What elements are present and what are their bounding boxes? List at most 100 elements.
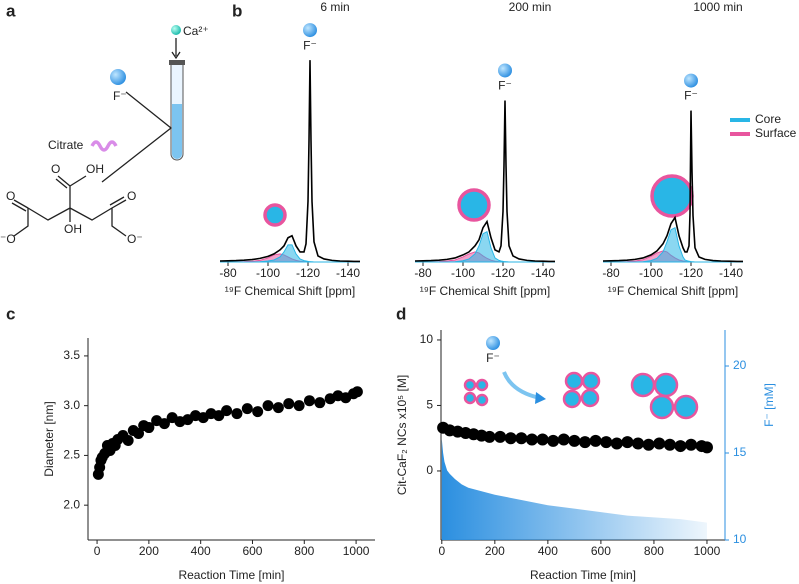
x-tick-label: 200 <box>139 544 159 558</box>
x-tick-label: 800 <box>294 544 314 558</box>
line <box>414 100 555 263</box>
atom: ⁻O <box>0 232 16 246</box>
atom: OH <box>86 162 104 176</box>
x-tick-label: 0 <box>438 544 445 558</box>
chart-title: 6 min <box>320 0 349 14</box>
f-ion <box>110 69 126 85</box>
anion-label: F⁻ <box>113 89 127 103</box>
y-tick-label: 2.0 <box>63 497 80 511</box>
data-point <box>303 395 315 407</box>
x-tick-label: 400 <box>191 544 211 558</box>
arrow-head <box>535 392 546 404</box>
x-axis-label: Reaction Time [min] <box>178 568 284 582</box>
x-tick-label: 1000 <box>343 544 370 558</box>
data-point <box>700 441 713 454</box>
x-tick-label: -80 <box>414 266 432 280</box>
f-ion <box>486 336 500 350</box>
data-point <box>272 402 284 414</box>
x-axis-label: Reaction Time [min] <box>530 568 636 582</box>
line <box>603 226 743 263</box>
chart-title: 1000 min <box>693 0 742 14</box>
data-point <box>653 437 666 450</box>
x-tick-label: -120 <box>491 266 515 280</box>
line <box>602 110 743 263</box>
x-tick-label: -140 <box>719 266 743 280</box>
particle-icons <box>463 371 699 420</box>
data-point <box>663 438 676 451</box>
y-tick-label: 5 <box>426 398 433 412</box>
data-point <box>133 428 145 440</box>
y-tick-label: 0 <box>426 463 433 477</box>
atom: O⁻ <box>127 232 143 246</box>
connector <box>101 91 173 183</box>
line <box>220 244 360 263</box>
data-point <box>483 430 496 443</box>
ion-label: Ca²⁺ <box>183 24 209 38</box>
panel-label: b <box>232 1 242 20</box>
x-tick-label: -100 <box>256 266 280 280</box>
particle-icon <box>650 174 694 218</box>
arrow <box>502 371 541 400</box>
data-point <box>589 434 602 447</box>
atom: OH <box>64 222 82 236</box>
y2-tick-label: 20 <box>733 358 747 372</box>
atom: O <box>51 162 60 176</box>
annotation: F⁻ <box>498 79 512 93</box>
data-point <box>578 436 591 449</box>
chart-title: 200 min <box>509 0 552 14</box>
data-point <box>685 438 698 451</box>
data-point <box>231 408 243 420</box>
data-point <box>504 432 517 445</box>
data-point <box>557 433 570 446</box>
data-point <box>642 438 655 451</box>
annotation: F⁻ <box>303 38 317 52</box>
x-tick-label: 1000 <box>694 544 721 558</box>
y-axis-label: Diameter [nm] <box>42 401 56 476</box>
f-ion <box>684 73 698 88</box>
data-point <box>351 386 363 398</box>
line <box>415 230 555 263</box>
f-ion <box>303 23 317 38</box>
x-tick-label: 600 <box>591 544 611 558</box>
data-point <box>536 433 549 446</box>
line <box>219 60 360 263</box>
y-tick-label: 10 <box>420 332 434 346</box>
x-axis-label: ¹⁹F Chemical Shift [ppm] <box>225 284 356 298</box>
data-point <box>221 405 233 417</box>
ca-ion <box>171 25 181 35</box>
data-point <box>314 397 326 409</box>
data-point <box>494 430 507 443</box>
x-tick-label: -80 <box>219 266 237 280</box>
data-point <box>122 434 134 446</box>
y-tick-label: 2.5 <box>63 448 80 462</box>
y2-tick-label: 10 <box>733 532 747 546</box>
particle-icon <box>457 188 491 222</box>
panel-label: d <box>396 304 406 323</box>
x-tick-label: 600 <box>242 544 262 558</box>
ligand-label: Citrate <box>48 138 84 152</box>
x-tick-label: 0 <box>94 544 101 558</box>
data-point <box>547 434 560 447</box>
panel-label: a <box>6 1 16 20</box>
diagram: Ca²⁺ F⁻ Citrate O OH O ⁻O OH O O⁻ <box>0 24 209 246</box>
data-point <box>515 432 528 445</box>
atom: O <box>127 189 136 203</box>
data-point <box>252 406 264 418</box>
tube-cap <box>169 60 185 65</box>
x-tick-label: -100 <box>451 266 475 280</box>
tube-liquid <box>172 104 182 159</box>
annotation: F⁻ <box>486 351 500 365</box>
x-tick-label: 800 <box>644 544 664 558</box>
x-tick-label: -120 <box>679 266 703 280</box>
legend-label: Core <box>755 112 781 126</box>
ligand-icon <box>90 140 118 152</box>
data-point <box>632 437 645 450</box>
data-point <box>525 433 538 446</box>
data-point <box>610 437 623 450</box>
data-point <box>241 403 253 415</box>
data-point <box>143 422 155 434</box>
data-point <box>600 436 613 449</box>
y-axis-label: Cit-CaF₂ NCs x10⁵ [M] <box>395 375 409 495</box>
legend-label: Surface <box>755 126 797 140</box>
